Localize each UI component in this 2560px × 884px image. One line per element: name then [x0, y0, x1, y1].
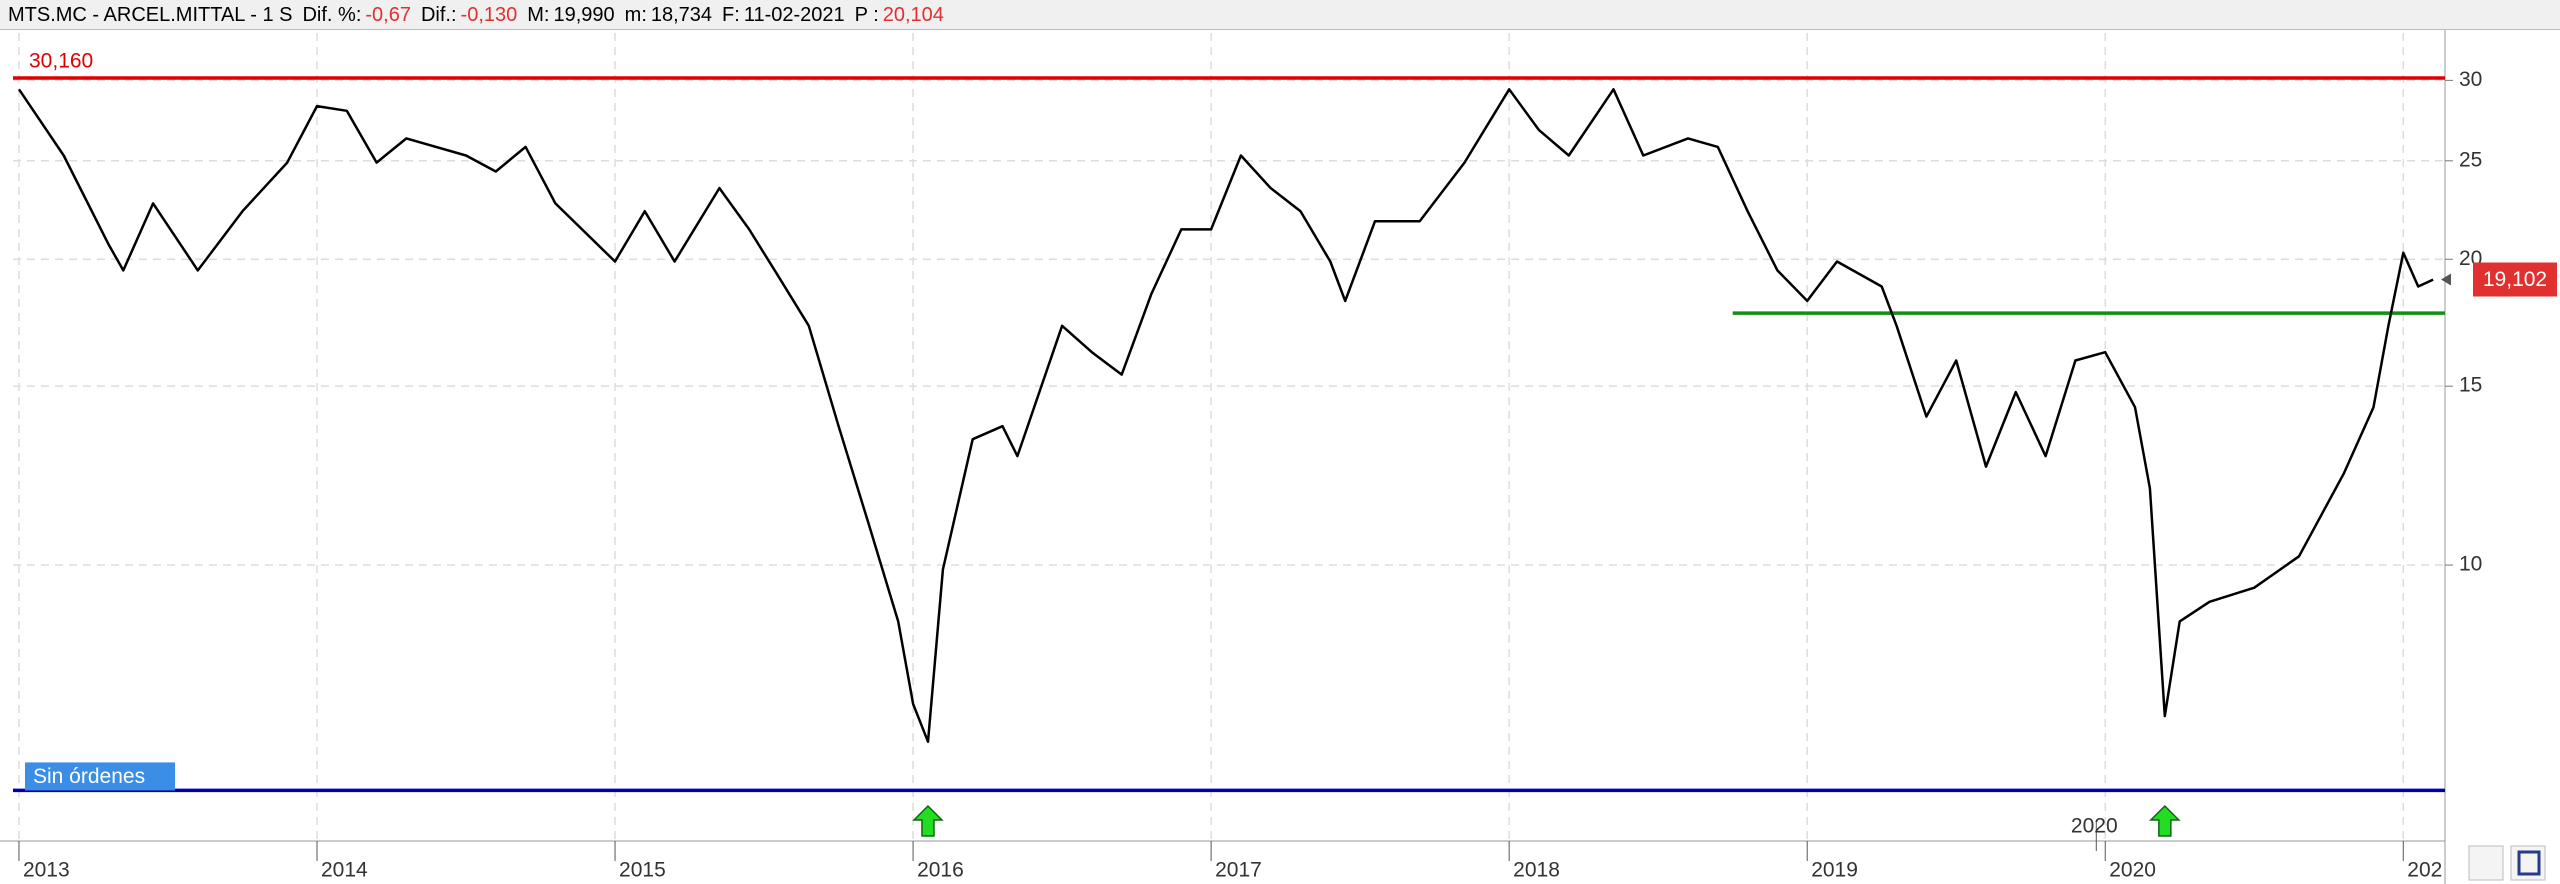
- signal-arrow: [912, 804, 944, 837]
- y-tick-label: 30: [2459, 68, 2482, 91]
- field-key: Dif.:: [420, 4, 457, 26]
- field-key: F:: [722, 4, 740, 26]
- x-tick-label: 2018: [1513, 859, 1560, 882]
- field-key: P :: [854, 4, 879, 26]
- label-box: [25, 762, 175, 791]
- price-line: [17, 88, 2434, 743]
- field-value: -0,130: [460, 4, 518, 26]
- plot-area: [13, 33, 2445, 841]
- annotation: 2020: [2071, 815, 2118, 838]
- field-key: m:: [624, 4, 647, 26]
- level-label: 30,160: [29, 50, 93, 73]
- field-value: 11-02-2021: [743, 4, 845, 26]
- level-label: Sin órdenes: [33, 765, 145, 788]
- x-tick-label: 2014: [321, 859, 368, 882]
- field-value: -0,67: [365, 4, 411, 26]
- x-tick-label: 2013: [23, 859, 70, 882]
- x-tick-label: 2016: [917, 859, 964, 882]
- field-key: M:: [527, 4, 550, 26]
- last-price-tag: [2473, 262, 2557, 297]
- save-icon: [2517, 850, 2541, 876]
- x-tick-label: 202: [2407, 859, 2442, 882]
- y-tick-label: 25: [2459, 148, 2482, 171]
- x-tick-label: 2020: [2109, 859, 2156, 882]
- x-tick-label: 2017: [1215, 859, 1262, 882]
- field-key: Dif. %:: [302, 4, 362, 26]
- last-price-label: 19,102: [2483, 268, 2547, 291]
- signal-arrow: [2149, 804, 2181, 837]
- last-price-marker: [2441, 273, 2451, 286]
- toolbar-button: [2468, 845, 2504, 881]
- header-bar: MTS.MC - ARCEL.MITTAL - 1 S Dif. %: -0,67 D…: [0, 0, 2560, 30]
- y-tick-label: 15: [2459, 374, 2482, 397]
- field-value: 19,990: [553, 4, 615, 26]
- x-tick-label: 2019: [1811, 859, 1858, 882]
- x-tick-label: 2015: [619, 859, 666, 882]
- field-value: 20,104: [882, 4, 944, 26]
- y-tick-label: 10: [2459, 553, 2482, 576]
- field-value: 18,734: [650, 4, 713, 26]
- symbol: MTS.MC - ARCEL.MITTAL - 1 S: [8, 4, 293, 26]
